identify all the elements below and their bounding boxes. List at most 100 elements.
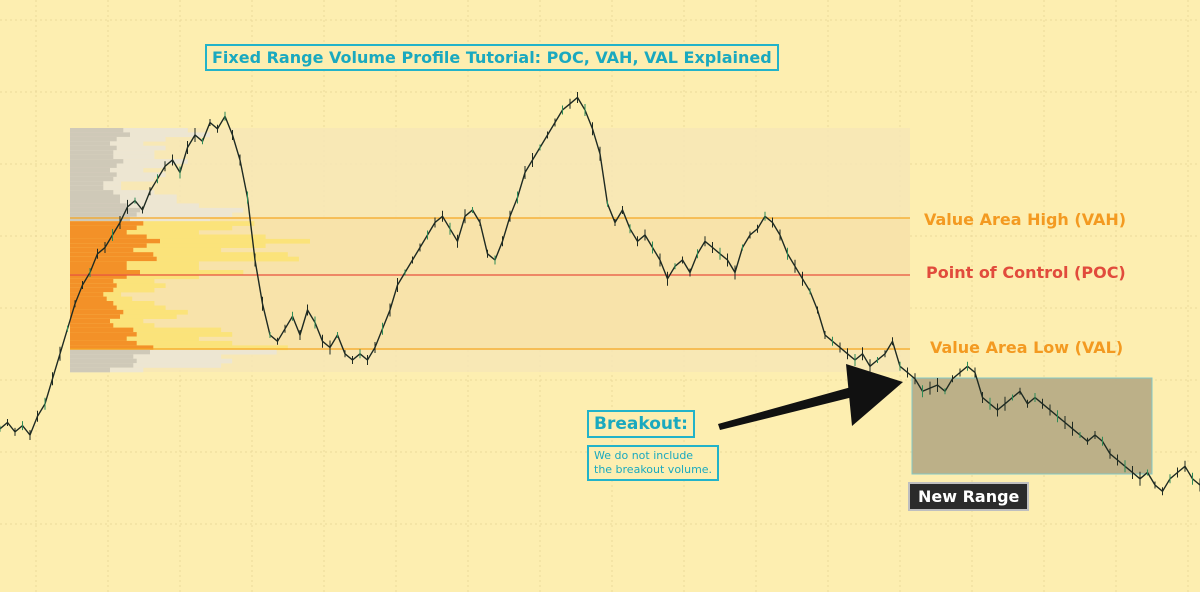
volume-profile-bar-inner — [70, 207, 140, 213]
volume-profile-bar — [70, 247, 222, 253]
volume-profile-bar — [70, 132, 210, 138]
new-range-label-text: New Range — [918, 487, 1020, 506]
volume-profile-bar-inner — [70, 270, 140, 275]
volume-profile-bar-inner — [70, 234, 147, 240]
new-range-box — [911, 377, 1153, 475]
volume-profile-bar-inner — [70, 283, 117, 288]
volume-profile-bar-inner — [70, 314, 120, 319]
vah-label: Value Area High (VAH) — [924, 210, 1127, 229]
volume-profile-bar-inner — [70, 256, 157, 262]
volume-profile-bar-inner — [70, 225, 137, 231]
volume-profile-bar-inner — [70, 181, 104, 186]
volume-profile-bar — [70, 252, 288, 257]
volume-profile-bar — [70, 265, 199, 271]
volume-profile-bar-inner — [70, 323, 114, 328]
breakout-note-line-2: the breakout volume. — [594, 463, 713, 476]
volume-profile-bar — [70, 358, 233, 364]
volume-profile-bar-inner — [70, 340, 137, 346]
volume-profile-bar-inner — [70, 167, 110, 173]
volume-profile-bar-inner — [70, 163, 117, 169]
breakout-note: We do not include the breakout volume. — [587, 445, 720, 481]
volume-profile-bar-inner — [70, 128, 124, 133]
volume-profile-bar-inner — [70, 194, 120, 200]
volume-profile — [70, 128, 310, 373]
breakout-arrow-head — [846, 364, 903, 426]
volume-profile-bar — [70, 270, 244, 275]
breakout-arrow — [718, 364, 903, 430]
volume-profile-bar — [70, 207, 244, 213]
volume-profile-bar-inner — [70, 367, 110, 373]
volume-profile-bar — [70, 145, 166, 151]
volume-profile-bar-inner — [70, 336, 127, 342]
volume-profile-bar — [70, 216, 210, 222]
volume-profile-bar-inner — [70, 216, 130, 222]
breakout-heading: Breakout: — [587, 410, 695, 438]
volume-profile-bar — [70, 159, 188, 164]
volume-profile-bar-inner — [70, 292, 104, 297]
volume-profile-bar-inner — [70, 318, 110, 324]
breakout-note-line-1: We do not include — [594, 449, 694, 462]
volume-profile-bar — [70, 274, 199, 280]
volume-profile-bar-inner — [70, 230, 127, 235]
price-series — [0, 92, 1200, 496]
volume-profile-bar — [70, 256, 299, 262]
volume-profile-bar-inner — [70, 327, 134, 333]
volume-profile-bar — [70, 238, 310, 244]
volume-profile-bar — [70, 172, 166, 178]
volume-profile-bar — [70, 212, 233, 217]
volume-profile-bar-inner — [70, 354, 134, 359]
chart-title: Fixed Range Volume Profile Tutorial: POC… — [205, 44, 779, 71]
volume-profile-bar-inner — [70, 274, 127, 280]
volume-profile-bar-inner — [70, 221, 144, 226]
volume-profile-bar-inner — [70, 145, 117, 151]
volume-profile-bar — [70, 349, 277, 355]
volume-profile-bar-inner — [70, 136, 117, 142]
volume-profile-bar — [70, 363, 222, 368]
volume-profile-bar — [70, 234, 266, 240]
volume-profile-bar — [70, 136, 166, 142]
volume-profile-bar — [70, 261, 199, 266]
volume-profile-bar — [70, 305, 166, 311]
volume-profile-bar-inner — [70, 301, 114, 306]
volume-profile-bar-inner — [70, 132, 130, 138]
volume-profile-bar — [70, 309, 188, 315]
volume-profile-bar-inner — [70, 203, 127, 209]
volume-profile-bar-inner — [70, 265, 127, 271]
volume-profile-bar — [70, 283, 166, 288]
volume-profile-bar-inner — [70, 176, 114, 182]
poc-label: Point of Control (POC) — [926, 263, 1126, 282]
volume-profile-bar — [70, 128, 188, 133]
volume-profile-bar — [70, 340, 233, 346]
volume-profile-bar-inner — [70, 363, 134, 368]
volume-profile-bar-inner — [70, 199, 120, 204]
volume-profile-bar-inner — [70, 238, 160, 244]
volume-profile-bar-inner — [70, 141, 110, 146]
volume-profile-bar-inner — [70, 296, 107, 302]
volume-profile-bar-inner — [70, 154, 114, 160]
volume-profile-bar-inner — [70, 185, 104, 191]
breakout-heading-text: Breakout: — [594, 414, 688, 434]
volume-profile-bar — [70, 225, 233, 231]
volume-profile-bar — [70, 243, 266, 248]
volume-profile-bar-inner — [70, 190, 114, 195]
volume-profile-bar — [70, 314, 177, 319]
volume-profile-bar — [70, 345, 288, 351]
volume-profile-bar — [70, 332, 233, 337]
volume-profile-bar — [70, 230, 199, 235]
volume-profile-bar-inner — [70, 278, 114, 284]
volume-profile-bar-inner — [70, 150, 114, 155]
volume-profile-bar-inner — [70, 243, 147, 248]
volume-profile-bar — [70, 199, 177, 204]
volume-profile-bar-inner — [70, 172, 117, 178]
volume-profile-bar — [70, 354, 222, 359]
volume-profile-bar-inner — [70, 212, 137, 217]
val-label: Value Area Low (VAL) — [930, 338, 1124, 357]
volume-profile-bar-inner — [70, 252, 154, 257]
volume-profile-bar-inner — [70, 345, 154, 351]
volume-profile-bar-inner — [70, 358, 137, 364]
chart-title-text: Fixed Range Volume Profile Tutorial: POC… — [212, 48, 772, 67]
volume-profile-bar-inner — [70, 309, 124, 315]
volume-profile-bar-inner — [70, 287, 114, 293]
volume-profile-bar-inner — [70, 332, 137, 337]
